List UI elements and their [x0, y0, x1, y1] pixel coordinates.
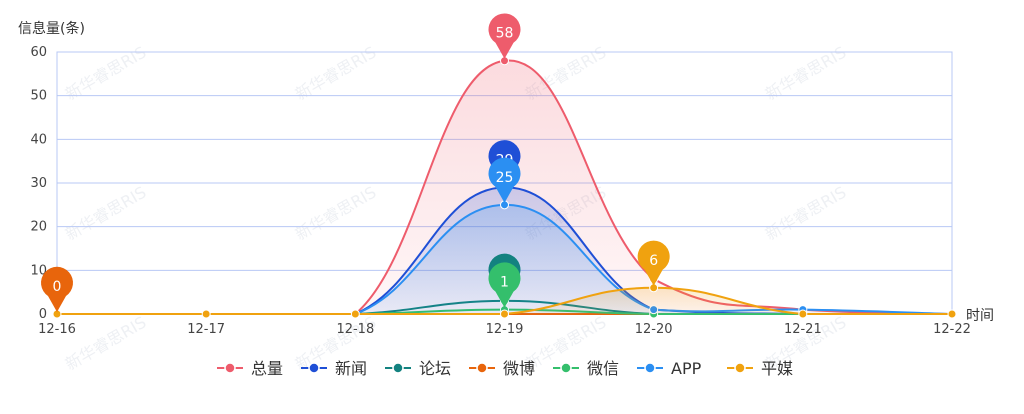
x-axis-label: 时间: [966, 308, 994, 324]
data-point-平媒-12-18[interactable]: [350, 309, 360, 319]
legend-label: 总量: [251, 359, 283, 378]
x-tick-label: 12-20: [635, 322, 673, 337]
legend-label: 论坛: [419, 359, 451, 378]
x-tick-label: 12-17: [187, 322, 225, 337]
data-point-平媒-12-17[interactable]: [201, 309, 211, 319]
legend-symbol: [644, 362, 656, 374]
legend-label: APP: [671, 359, 702, 378]
x-tick-label: 12-16: [38, 322, 76, 337]
legend-symbol: [392, 362, 404, 374]
max-markers: 5829253160: [41, 13, 670, 312]
y-axis-label: 信息量(条): [18, 20, 85, 37]
marker-pin: [41, 266, 73, 312]
y-tick-label: 60: [30, 45, 47, 60]
legend-item-微博[interactable]: 微博: [469, 359, 535, 378]
legend-item-微信[interactable]: 微信: [553, 359, 619, 378]
y-tick-label: 50: [30, 89, 47, 104]
y-tick-label: 10: [30, 263, 47, 278]
y-tick-label: 30: [30, 176, 47, 191]
marker-label: 1: [500, 275, 509, 291]
y-tick-label: 40: [30, 132, 47, 147]
data-point-平媒-12-21[interactable]: [798, 309, 808, 319]
x-tick-label: 12-18: [336, 322, 374, 337]
legend-label: 新闻: [335, 359, 367, 378]
marker-label: 0: [53, 279, 62, 295]
marker-pin: [488, 157, 521, 203]
x-tick-label: 12-19: [486, 322, 524, 337]
legend-symbol: [734, 362, 746, 374]
marker-label: 25: [496, 170, 514, 186]
max-marker-微博: 0: [41, 266, 73, 312]
series-area-平媒: [57, 287, 952, 314]
x-tick-label: 12-22: [933, 322, 971, 337]
marker-pin: [488, 262, 521, 308]
legend-symbol: [560, 362, 572, 374]
legend-item-平媒[interactable]: 平媒: [727, 359, 793, 378]
legend[interactable]: 总量 新闻 论坛 微博 微信 APP 平媒: [217, 359, 793, 378]
marker-label: 58: [496, 26, 514, 42]
max-marker-微信: 1: [488, 262, 521, 308]
legend-symbol: [476, 362, 488, 374]
y-tick-label: 0: [39, 307, 47, 322]
max-marker-APP: 25: [488, 157, 521, 203]
legend-label: 微信: [587, 359, 619, 378]
marker-pin: [488, 13, 521, 59]
legend-symbol: [224, 362, 236, 374]
legend-label: 平媒: [761, 359, 793, 378]
legend-item-总量[interactable]: 总量: [217, 359, 283, 378]
marker-label: 6: [649, 253, 658, 269]
legend-label: 微博: [503, 359, 535, 378]
legend-item-APP[interactable]: APP: [637, 359, 702, 378]
legend-item-论坛[interactable]: 论坛: [385, 359, 451, 378]
y-tick-label: 20: [30, 220, 47, 235]
data-point-平媒-12-19[interactable]: [500, 309, 509, 319]
max-marker-平媒: 6: [637, 240, 670, 286]
legend-item-新闻[interactable]: 新闻: [301, 359, 367, 378]
max-marker-总量: 58: [488, 13, 521, 59]
legend-symbol: [308, 362, 320, 374]
data-point-平媒-12-22[interactable]: [947, 309, 957, 319]
x-tick-label: 12-21: [784, 322, 822, 337]
marker-pin: [637, 240, 670, 286]
